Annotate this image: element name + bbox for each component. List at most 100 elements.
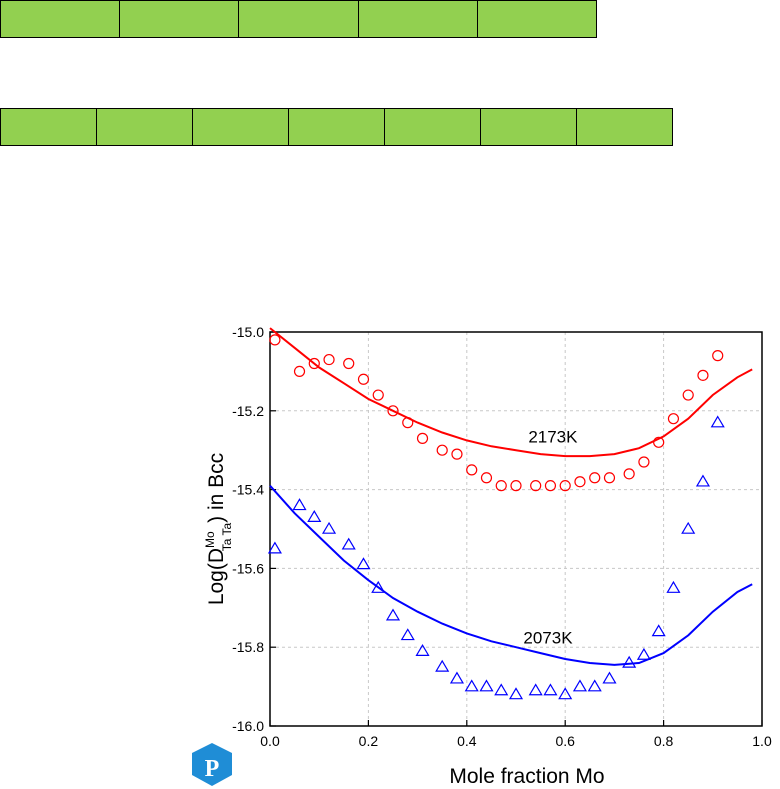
triangle-marker [651, 624, 666, 637]
fit-curves [269, 327, 753, 666]
triangle-marker [307, 509, 322, 522]
circle-marker [269, 334, 281, 346]
circle-marker [682, 389, 694, 401]
triangle-marker [292, 498, 307, 511]
circle-marker [480, 472, 493, 484]
triangle-marker [449, 671, 465, 684]
svg-text:P: P [205, 756, 220, 782]
green-cell [193, 109, 289, 145]
green-cell [239, 1, 359, 37]
circle-marker [387, 405, 399, 417]
green-cell-bar-top [0, 0, 597, 38]
green-cell [1, 109, 97, 145]
triangle-marker [636, 647, 651, 660]
gridlines [270, 332, 762, 726]
triangle-marker [341, 537, 356, 550]
fit-curve-2173K [269, 327, 753, 458]
green-cell [477, 1, 597, 37]
x-tick-label: 0.0 [260, 733, 280, 749]
y-tick-label: -15.0 [232, 324, 264, 340]
triangle-marker [464, 679, 479, 692]
triangle-marker [587, 679, 602, 692]
x-tick-label: 0.8 [654, 733, 674, 749]
circle-marker [293, 365, 306, 377]
triangle-marker [415, 643, 430, 656]
triangle-marker [400, 628, 415, 641]
series-label-2173K: 2173K [528, 427, 578, 446]
circle-marker [402, 417, 414, 429]
y-axis-label-sup: Mo [203, 531, 217, 548]
x-tick-label: 0.4 [457, 733, 477, 749]
x-tick-label: 0.6 [555, 733, 575, 749]
green-cell-bar-bottom [0, 108, 673, 146]
triangle-marker [695, 474, 711, 487]
x-tick-label: 1.0 [752, 733, 772, 749]
green-cell [97, 109, 193, 145]
triangle-marker [494, 683, 509, 696]
green-cell [385, 109, 481, 145]
y-tick-label: -15.2 [232, 403, 264, 419]
circle-marker [530, 480, 542, 492]
circle-marker [436, 444, 448, 456]
triangle-marker [479, 679, 494, 692]
p-logo-icon: P [192, 741, 232, 786]
triangle-marker [602, 671, 617, 684]
circle-marker [712, 350, 724, 362]
green-cell [1, 1, 121, 37]
triangle-marker [356, 557, 371, 570]
triangle-marker [321, 521, 337, 534]
plot-frame [269, 331, 763, 727]
triangle-marker [508, 687, 524, 700]
triangle-marker [543, 683, 558, 696]
triangle-marker [385, 608, 401, 621]
triangle-marker [528, 683, 543, 696]
triangle-marker [710, 415, 725, 428]
circle-marker [697, 369, 709, 381]
circle-marker [451, 448, 463, 460]
triangle-marker [681, 521, 696, 534]
series-label-2073K: 2073K [523, 628, 573, 647]
circle-marker [559, 480, 571, 492]
triangle-marker [622, 655, 637, 668]
circle-marker [308, 357, 320, 370]
green-cell [120, 1, 240, 37]
x-tick-label: 0.2 [359, 733, 379, 749]
y-axis-label-suffix: ) in Bcc [205, 453, 228, 523]
y-tick-label: -15.6 [232, 560, 264, 576]
x-axis-label: Mole fraction Mo [449, 765, 604, 788]
circle-marker [603, 472, 616, 484]
circle-marker [510, 480, 522, 492]
y-axis-label-prefix: Log(D [205, 548, 228, 605]
green-cell [481, 109, 577, 145]
circle-marker [623, 468, 635, 480]
circle-marker [638, 456, 650, 468]
y-axis-label-sub: Ta Ta [220, 523, 234, 552]
data-markers [267, 334, 725, 700]
triangle-marker [572, 679, 588, 692]
circle-marker [357, 373, 370, 385]
circle-marker [653, 436, 665, 448]
green-cell [358, 1, 478, 37]
circle-marker [574, 476, 586, 488]
triangle-marker [666, 580, 681, 593]
green-cell [577, 109, 672, 145]
fit-curve-2073K [269, 485, 753, 666]
circle-marker [495, 480, 507, 492]
y-tick-label: -16.0 [232, 718, 264, 734]
y-tick-label: -15.8 [232, 639, 264, 655]
series-labels: 2173K 2073K [523, 427, 578, 647]
y-axis-label: Log(DMo Ta Ta) in Bcc [203, 453, 234, 605]
circle-marker [372, 389, 384, 401]
triangle-marker [435, 659, 450, 672]
triangle-marker [267, 541, 282, 554]
circle-marker [416, 432, 429, 444]
circle-marker [544, 480, 557, 492]
axis-ticks: 0.0 0.2 0.4 0.6 0.8 1.0 -15.0 -15.2 -15.4 -15.6 -1… [232, 324, 772, 749]
circle-marker [466, 464, 478, 476]
green-cell [289, 109, 385, 145]
triangle-marker [558, 687, 573, 700]
circle-marker [667, 413, 680, 425]
y-tick-label: -15.4 [232, 482, 264, 498]
